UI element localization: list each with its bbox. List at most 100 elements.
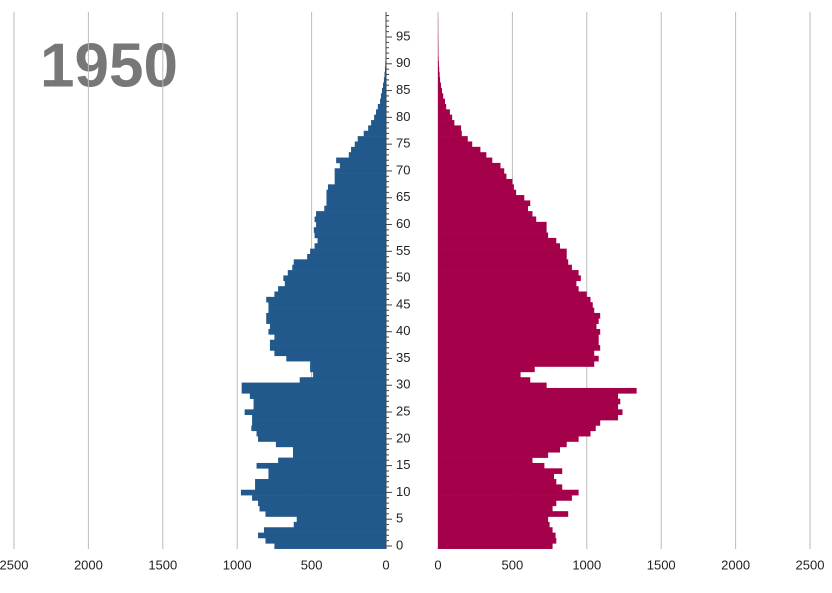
- bar: [438, 243, 561, 249]
- chart-title: 1950: [40, 31, 178, 100]
- bar: [299, 377, 386, 383]
- bar: [438, 355, 599, 362]
- bar: [438, 489, 579, 496]
- bar: [326, 195, 386, 201]
- bar: [438, 120, 455, 126]
- bar: [438, 66, 440, 73]
- bar: [438, 446, 561, 453]
- bar: [438, 462, 545, 469]
- bar: [438, 500, 557, 507]
- bar: [438, 130, 462, 137]
- bar: [438, 468, 563, 474]
- bar: [265, 537, 386, 544]
- bar: [438, 393, 619, 399]
- bar: [438, 350, 595, 357]
- bar: [438, 200, 531, 207]
- age-label: 50: [396, 270, 410, 285]
- bar: [384, 66, 386, 73]
- bar: [438, 157, 493, 164]
- bar: [377, 103, 386, 110]
- bar: [374, 114, 386, 121]
- bar: [326, 200, 386, 207]
- bar: [438, 87, 443, 94]
- bar: [293, 521, 386, 528]
- bar: [274, 334, 386, 341]
- age-label: 25: [396, 403, 410, 418]
- bar: [286, 355, 386, 362]
- bar: [438, 323, 597, 330]
- x-tick-label: 2000: [74, 557, 103, 572]
- bar: [354, 141, 386, 148]
- bar: [252, 414, 386, 421]
- bar: [293, 446, 386, 453]
- age-label: 35: [396, 350, 410, 365]
- bar: [438, 436, 579, 442]
- bar: [314, 243, 386, 249]
- bar: [310, 248, 386, 255]
- bar: [438, 312, 601, 319]
- bar: [438, 457, 533, 464]
- bar: [438, 473, 555, 480]
- bar: [336, 157, 386, 164]
- bar: [314, 216, 386, 223]
- bar: [380, 93, 386, 99]
- age-label: 40: [396, 323, 410, 338]
- bar: [438, 296, 591, 303]
- bar: [438, 280, 577, 287]
- bar: [438, 270, 579, 276]
- age-label: 10: [396, 484, 410, 499]
- bar: [255, 484, 386, 491]
- bar: [269, 345, 386, 351]
- age-label: 60: [396, 216, 410, 231]
- bar: [438, 232, 549, 239]
- bar: [438, 543, 553, 549]
- bar: [269, 323, 386, 330]
- bar: [255, 479, 386, 485]
- bar: [438, 345, 601, 351]
- bar: [380, 98, 386, 105]
- bar: [438, 398, 621, 405]
- bar: [438, 505, 553, 512]
- bar: [438, 377, 531, 383]
- bar: [268, 468, 386, 474]
- bar: [249, 393, 386, 399]
- bar: [269, 339, 386, 346]
- bar: [438, 521, 550, 528]
- bar: [253, 404, 386, 410]
- age-label: 85: [396, 82, 410, 97]
- bar: [438, 361, 595, 367]
- age-label: 65: [396, 189, 410, 204]
- bar: [438, 366, 535, 373]
- bar: [266, 296, 386, 303]
- x-tick-label: 500: [301, 557, 323, 572]
- bar: [438, 125, 462, 132]
- x-tick-label: 0: [382, 557, 389, 572]
- age-label: 70: [396, 162, 410, 177]
- bar: [438, 409, 623, 416]
- bar: [368, 125, 386, 132]
- bar: [438, 420, 601, 426]
- bar: [274, 291, 386, 298]
- bar: [438, 162, 501, 169]
- bar: [326, 189, 386, 196]
- bar: [438, 264, 572, 271]
- bar: [438, 93, 444, 99]
- age-label: 30: [396, 377, 410, 392]
- bar: [252, 495, 386, 501]
- bar: [310, 366, 386, 373]
- bar: [438, 259, 569, 266]
- bar: [256, 430, 386, 437]
- age-label: 5: [396, 511, 403, 526]
- x-tick-label: 1000: [572, 557, 601, 572]
- x-tick-label: 1500: [148, 557, 177, 572]
- bar: [438, 307, 595, 314]
- bar: [258, 436, 386, 442]
- bar: [438, 527, 553, 533]
- bar: [438, 430, 591, 437]
- bar: [339, 162, 386, 169]
- bar: [438, 178, 513, 185]
- bar: [438, 452, 549, 458]
- bar: [438, 484, 563, 491]
- bar: [268, 329, 386, 335]
- bar: [266, 312, 386, 319]
